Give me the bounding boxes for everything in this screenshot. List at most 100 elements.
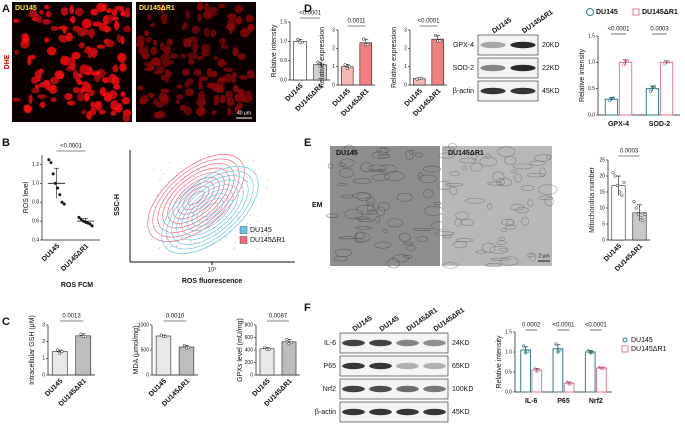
cell	[210, 29, 217, 38]
data-point	[525, 349, 530, 353]
cell	[204, 27, 210, 37]
cell	[39, 101, 46, 108]
data-point	[622, 180, 626, 184]
x-tick-label: DU145	[148, 378, 168, 398]
cell	[121, 97, 130, 105]
y-tick-label: 3	[404, 27, 407, 33]
event	[237, 236, 239, 238]
y-tick-label: 0	[404, 82, 407, 88]
cell	[78, 42, 85, 49]
image-label: DU145	[15, 5, 37, 12]
cell	[44, 37, 50, 43]
cell	[238, 75, 248, 80]
cell	[77, 72, 83, 79]
legend-label: DU145	[250, 227, 272, 234]
em-texture	[461, 165, 467, 171]
data-point	[569, 381, 573, 385]
y-tick-label: 1.0	[588, 60, 595, 66]
event	[180, 218, 182, 220]
data-point	[586, 349, 590, 353]
cell	[83, 92, 90, 102]
legend-label: DU145ΔR1	[250, 237, 286, 244]
x-tick-label: P65	[557, 398, 570, 405]
cell	[59, 73, 64, 80]
cell	[188, 59, 195, 65]
em-texture	[498, 247, 508, 252]
cell	[234, 105, 241, 114]
bar	[552, 348, 564, 393]
event	[207, 217, 209, 219]
cell	[39, 81, 48, 88]
cell	[197, 80, 203, 90]
event	[194, 242, 196, 244]
cell	[220, 44, 229, 49]
data-point	[641, 219, 645, 223]
cell	[139, 100, 147, 105]
bar	[563, 382, 575, 393]
y-tick-label: 1000	[138, 322, 149, 328]
y-tick-label: 2	[404, 46, 407, 52]
cell	[24, 104, 32, 114]
legend-swatch	[239, 226, 248, 234]
em-texture	[418, 174, 438, 184]
event	[253, 172, 255, 174]
cell	[247, 23, 255, 32]
em-texture	[485, 263, 502, 268]
data-point	[648, 89, 653, 93]
data-point	[90, 224, 94, 228]
p-value: 0.0011	[348, 19, 367, 25]
method-label: EM	[312, 202, 323, 209]
em-texture	[460, 219, 475, 226]
y-tick-label: 1.0	[505, 349, 512, 355]
event	[263, 232, 265, 234]
event	[157, 194, 159, 196]
data-point	[565, 380, 569, 385]
data-point	[263, 345, 267, 350]
em-texture	[490, 257, 511, 261]
cell	[219, 94, 226, 104]
event	[179, 224, 181, 226]
y-axis-label: Relative expression	[391, 27, 398, 88]
data-point	[296, 37, 300, 41]
cell	[176, 99, 181, 104]
contour	[191, 193, 229, 227]
cell	[148, 92, 155, 99]
em-texture	[470, 162, 483, 172]
size-label: 24KD	[452, 340, 470, 347]
data-point	[79, 332, 83, 336]
event	[253, 159, 255, 161]
data-point	[159, 333, 163, 337]
p-value: <0.0001	[299, 11, 322, 17]
event	[257, 232, 259, 234]
x-tick-label: DU145	[603, 243, 623, 263]
cell	[144, 61, 149, 67]
y-tick-label: 2	[332, 46, 335, 52]
event	[248, 232, 250, 234]
cell	[227, 13, 237, 21]
cell	[220, 76, 227, 81]
contour	[171, 175, 249, 245]
cell	[79, 87, 85, 94]
y-tick-label: 0.5	[280, 58, 287, 64]
cell	[123, 25, 132, 33]
cell	[113, 20, 120, 31]
em-texture	[409, 149, 415, 155]
em-texture	[414, 152, 423, 158]
em-texture	[402, 241, 414, 245]
em-texture	[538, 167, 547, 178]
cell	[141, 94, 148, 101]
data-point	[88, 222, 92, 226]
em-texture	[360, 162, 373, 173]
cell	[60, 55, 70, 66]
event	[184, 186, 186, 188]
em-texture	[465, 197, 485, 204]
data-point	[58, 351, 62, 355]
axis-label: SSC-H	[114, 194, 121, 216]
cell	[120, 36, 125, 45]
data-point	[60, 200, 64, 204]
em-texture	[375, 147, 390, 154]
cell	[240, 27, 250, 38]
cell	[211, 110, 217, 115]
cell	[203, 10, 213, 20]
event	[203, 166, 205, 168]
